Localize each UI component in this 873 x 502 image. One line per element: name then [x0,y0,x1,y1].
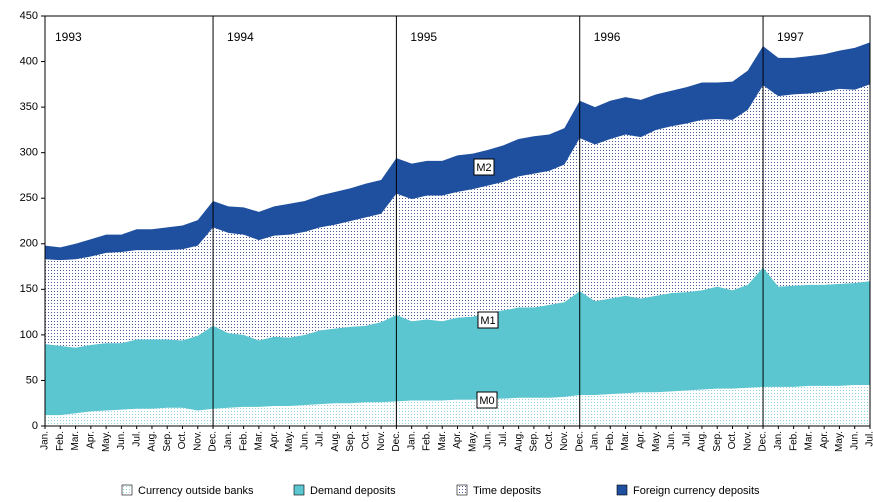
x-tick-label: Nov. [192,431,203,451]
x-tick-label: Nov. [559,431,570,451]
x-tick-label: Dec. [391,431,402,452]
x-tick-label: Sep. [162,431,173,452]
x-tick-label: Jan. [773,431,784,450]
x-tick-label: Aug. [147,431,158,452]
x-tick-label: Sep. [345,431,356,452]
x-tick-label: May. [651,431,662,452]
x-tick-label: Mar. [804,431,815,450]
y-tick-label: 250 [20,192,38,204]
x-tick-label: Mar. [254,431,265,450]
x-tick-label: Jun. [483,431,494,450]
x-tick-label: Nov. [742,431,753,451]
legend-label: Demand deposits [310,485,396,497]
area [45,84,870,348]
x-tick-label: Aug. [330,431,341,452]
y-tick-label: 400 [20,55,38,67]
x-tick-label: May. [284,431,295,452]
y-tick-label: 450 [20,10,38,22]
x-tick-label: Dec. [574,431,585,452]
x-tick-label: May. [467,431,478,452]
legend-swatch [456,484,468,496]
year-label: 1995 [410,30,437,44]
x-tick-label: Apr. [635,431,646,449]
x-tick-label: Oct. [544,431,555,449]
x-tick-label: Jul. [865,431,873,447]
x-tick-label: May. [834,431,845,452]
x-tick-label: Apr. [452,431,463,449]
legend-swatch [616,484,628,496]
legend-swatch [121,484,133,496]
y-tick-label: 50 [26,374,38,386]
x-tick-label: Dec. [208,431,219,452]
y-tick-label: 0 [32,420,38,432]
legend-label: Currency outside banks [138,485,254,497]
year-label: 1994 [227,30,254,44]
x-tick-label: Dec. [758,431,769,452]
x-tick-label: Jun. [116,431,127,450]
legend-label: Time deposits [473,485,542,497]
x-tick-label: Jun. [849,431,860,450]
x-tick-label: Feb. [788,431,799,451]
aggregate-box [473,158,495,176]
x-tick-label: Mar. [620,431,631,450]
x-tick-label: Jan. [590,431,601,450]
x-tick-label: Jul. [315,431,326,447]
area [45,267,870,416]
area [45,385,870,426]
x-tick-label: Apr. [269,431,280,449]
x-tick-label: Oct. [177,431,188,449]
x-tick-label: Jul. [498,431,509,447]
y-tick-label: 100 [20,329,38,341]
x-tick-label: Feb. [55,431,66,451]
x-tick-label: Jul. [681,431,692,447]
x-tick-label: Apr. [85,431,96,449]
aggregate-box [477,311,499,329]
x-tick-label: Jun. [299,431,310,450]
x-tick-label: Aug. [513,431,524,452]
year-label: 1997 [777,30,804,44]
x-tick-label: Sep. [712,431,723,452]
x-tick-label: Mar. [70,431,81,450]
aggregate-label: M1 [480,315,495,327]
x-tick-label: Jan. [406,431,417,450]
x-tick-label: Aug. [697,431,708,452]
y-tick-label: 300 [20,147,38,159]
x-tick-label: Jan. [223,431,234,450]
legend-swatch [293,484,305,496]
year-label: 1993 [55,30,82,44]
x-tick-label: Oct. [360,431,371,449]
x-tick-label: Feb. [605,431,616,451]
x-tick-label: Jun. [666,431,677,450]
x-tick-label: Nov. [376,431,387,451]
x-tick-label: Apr. [819,431,830,449]
y-tick-label: 150 [20,283,38,295]
x-tick-label: Mar. [437,431,448,450]
x-tick-label: Jul. [131,431,142,447]
y-tick-label: 200 [20,238,38,250]
x-tick-label: May. [101,431,112,452]
year-label: 1996 [594,30,621,44]
x-tick-label: Feb. [422,431,433,451]
legend-label: Foreign currency deposits [633,485,760,497]
y-tick-label: 350 [20,101,38,113]
x-tick-label: Oct. [727,431,738,449]
x-tick-label: Feb. [238,431,249,451]
aggregate-label: M0 [479,395,494,407]
x-tick-label: Jan. [40,431,51,450]
area [45,42,870,261]
aggregate-label: M2 [476,162,491,174]
x-tick-label: Sep. [529,431,540,452]
aggregate-box [476,391,498,409]
